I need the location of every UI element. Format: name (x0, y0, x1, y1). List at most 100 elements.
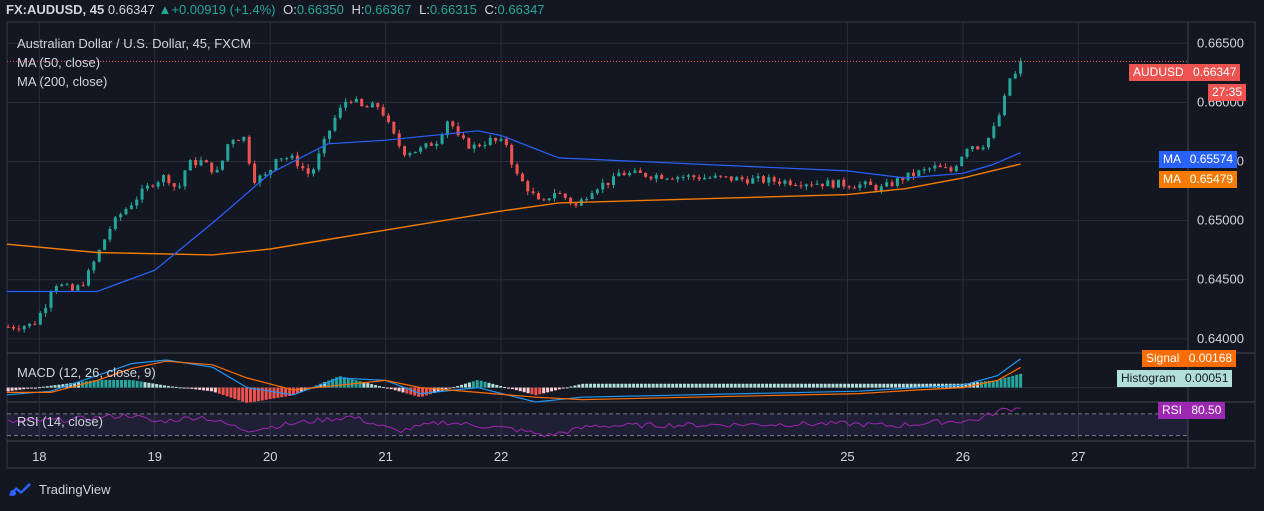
macd-histogram-bar (866, 383, 870, 388)
macd-histogram-bar (432, 387, 436, 394)
macd-histogram-bar (1019, 373, 1023, 388)
candle-body (638, 170, 642, 173)
candle-body (756, 176, 760, 179)
ma50-legend[interactable]: MA (50, close) (17, 55, 101, 70)
y-tick-label: 0.66500 (1197, 35, 1244, 50)
candle-body (17, 328, 21, 330)
macd-histogram-bar (295, 387, 299, 394)
x-tick-label: 27 (1071, 449, 1085, 464)
candle-body (424, 143, 428, 148)
signal-tag-label: Signal (1146, 351, 1180, 365)
candle-body (858, 184, 862, 189)
macd-histogram-bar (604, 383, 608, 388)
candle-body (81, 285, 85, 287)
macd-histogram-bar (792, 383, 796, 388)
candle-body (922, 169, 926, 171)
macd-histogram-bar (722, 383, 726, 388)
macd-histogram-bar (811, 383, 815, 388)
candle-body (676, 176, 680, 180)
macd-histogram-bar (467, 382, 471, 388)
macd-histogram-bar (475, 380, 479, 388)
macd-histogram-bar (772, 383, 776, 388)
candle-body (247, 136, 251, 164)
open-value: 0.66350 (296, 2, 344, 17)
macd-histogram-bar (260, 387, 264, 401)
candle-body (719, 175, 723, 177)
candle-body (295, 155, 299, 167)
macd-histogram-bar (49, 385, 53, 388)
macd-histogram-bar (522, 387, 526, 393)
macd-histogram-bar (714, 383, 718, 388)
ma200-legend[interactable]: MA (200, close) (17, 74, 108, 89)
candle-body (129, 205, 133, 210)
macd-histogram-bar (217, 387, 221, 394)
candle-body (413, 151, 417, 154)
macd-histogram-bar (921, 383, 925, 388)
brand[interactable]: TradingView (7, 481, 111, 497)
macd-histogram-bar (397, 387, 401, 392)
rsi-legend[interactable]: RSI (14, close) (17, 414, 103, 429)
macd-histogram-bar (616, 383, 620, 388)
ma200-tag-value: 0.65479 (1189, 172, 1234, 186)
candle-body (403, 146, 407, 156)
macd-histogram-bar (331, 378, 335, 388)
ma50-line (7, 130, 1021, 293)
macd-histogram-bar (92, 380, 96, 388)
macd-histogram-bar (143, 382, 147, 388)
candle-body (665, 178, 669, 180)
macd-histogram-bar (663, 383, 667, 388)
macd-histogram-bar (671, 383, 675, 388)
candle-body (686, 175, 690, 177)
macd-histogram-bar (589, 383, 593, 388)
candle-body (986, 137, 990, 148)
candle-body (451, 121, 455, 127)
candle-body (622, 172, 626, 176)
macd-histogram-bar (909, 383, 913, 388)
candle-body (124, 209, 128, 215)
macd-histogram-bar (514, 387, 518, 391)
candle-body (87, 270, 91, 286)
candle-body (745, 179, 749, 184)
macd-histogram-bar (104, 379, 108, 388)
macd-histogram-bar (245, 387, 249, 403)
macd-legend[interactable]: MACD (12, 26, close, 9) (17, 365, 156, 380)
price-change: +0.00919 (+1.4%) (171, 2, 276, 17)
candle-body (703, 177, 707, 180)
candle-body (799, 185, 803, 187)
candle-body (317, 153, 321, 170)
macd-histogram-bar (550, 387, 554, 392)
macd-histogram-bar (495, 384, 499, 388)
candle-body (708, 177, 712, 179)
macd-histogram-bar (831, 383, 835, 388)
brand-name: TradingView (39, 481, 111, 497)
candle-body (729, 176, 733, 181)
macd-histogram-bar (389, 387, 393, 390)
macd-histogram-bar (659, 383, 663, 388)
macd-histogram-bar (835, 383, 839, 388)
macd-histogram-bar (299, 387, 303, 392)
candle-body (370, 103, 374, 108)
macd-histogram-bar (854, 383, 858, 388)
macd-histogram-bar (401, 387, 405, 393)
macd-histogram-bar (53, 385, 57, 388)
candle-body (917, 170, 921, 176)
macd-histogram-bar (88, 380, 92, 388)
candle-body (740, 177, 744, 180)
candle-body (928, 168, 932, 170)
candle-body (210, 162, 214, 173)
candle-body (290, 155, 294, 159)
candle-body (151, 185, 155, 187)
tradingview-cloud-icon (9, 483, 31, 496)
macd-histogram-bar (538, 387, 542, 395)
candle-body (156, 182, 160, 187)
candle-body (681, 176, 685, 178)
macd-histogram-bar (405, 387, 409, 394)
macd-histogram-bar (518, 387, 522, 392)
candle-body (836, 179, 840, 188)
macd-histogram-bar (166, 385, 170, 388)
candle-body (553, 193, 557, 199)
macd-histogram-bar (894, 383, 898, 388)
macd-histogram-bar (819, 383, 823, 388)
macd-histogram-bar (123, 379, 127, 388)
